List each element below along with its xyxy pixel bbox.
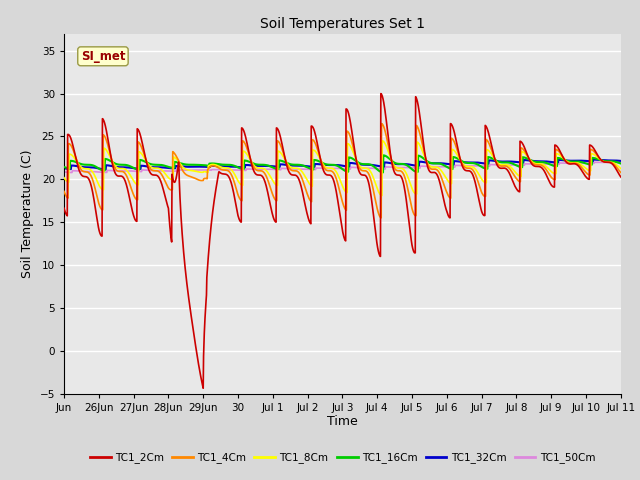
Text: SI_met: SI_met — [81, 50, 125, 63]
Title: Soil Temperatures Set 1: Soil Temperatures Set 1 — [260, 17, 425, 31]
X-axis label: Time: Time — [327, 415, 358, 429]
Legend: TC1_2Cm, TC1_4Cm, TC1_8Cm, TC1_16Cm, TC1_32Cm, TC1_50Cm: TC1_2Cm, TC1_4Cm, TC1_8Cm, TC1_16Cm, TC1… — [86, 448, 599, 468]
Y-axis label: Soil Temperature (C): Soil Temperature (C) — [21, 149, 34, 278]
